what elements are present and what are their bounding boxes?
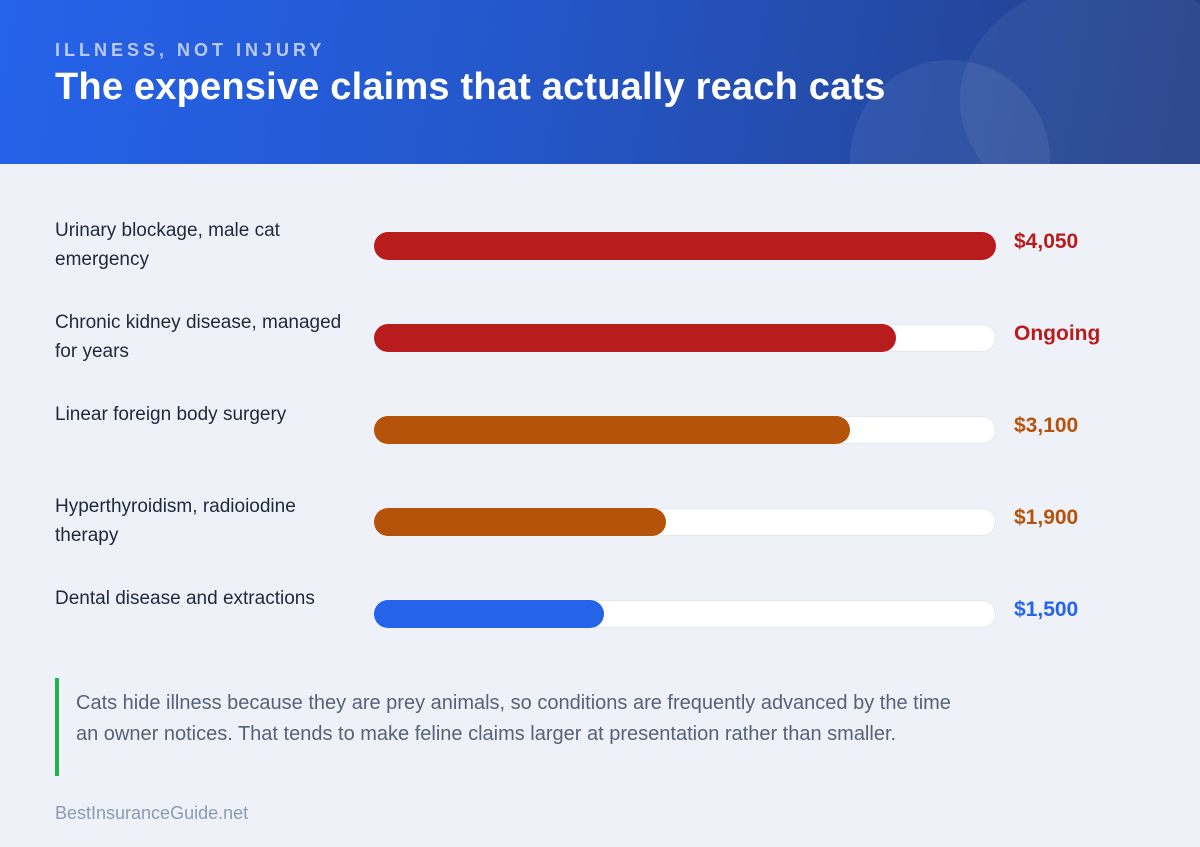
- bar-value-label: $4,050: [1014, 230, 1079, 253]
- source-credit: BestInsuranceGuide.net: [55, 803, 249, 823]
- eyebrow-label: ILLNESS, NOT INJURY: [55, 40, 326, 60]
- bar-value-label: $1,500: [1014, 598, 1079, 621]
- bar-row: Urinary blockage, male cat emergency $4,0…: [0, 216, 1200, 276]
- bar-track: [374, 232, 996, 260]
- decorative-circle: [960, 0, 1200, 164]
- bar-fill: [374, 324, 896, 352]
- bar-row: Hyperthyroidism, radioiodine therapy $1,9…: [0, 492, 1200, 552]
- bar-label: Chronic kidney disease, managed for year…: [55, 312, 342, 362]
- bar-label: Hyperthyroidism, radioiodine therapy: [55, 496, 296, 546]
- bar-track: [374, 416, 996, 444]
- callout-note: Cats hide illness because they are prey …: [55, 678, 959, 776]
- bar-fill: [374, 232, 996, 260]
- bar-label: Urinary blockage, male cat emergency: [55, 220, 280, 270]
- bar-row: Linear foreign body surgery $3,100: [0, 400, 1200, 460]
- bar-label: Linear foreign body surgery: [55, 404, 287, 425]
- bar-fill: [374, 416, 850, 444]
- bar-value-label: Ongoing: [1014, 322, 1101, 345]
- bar-row: Chronic kidney disease, managed for year…: [0, 308, 1200, 368]
- bar-fill: [374, 600, 604, 628]
- bar-fill: [374, 508, 666, 536]
- page-title: The expensive claims that actually reach…: [55, 66, 886, 108]
- bar-value-label: $3,100: [1014, 414, 1079, 437]
- bar-value-label: $1,900: [1014, 506, 1079, 529]
- bar-track: [374, 324, 996, 352]
- header-banner: ILLNESS, NOT INJURY The expensive claims…: [0, 0, 1200, 164]
- bar-track: [374, 600, 996, 628]
- bar-track: [374, 508, 996, 536]
- bar-label: Dental disease and extractions: [55, 588, 315, 609]
- callout-text: Cats hide illness because they are prey …: [76, 692, 951, 745]
- bar-row: Dental disease and extractions $1,500: [0, 584, 1200, 644]
